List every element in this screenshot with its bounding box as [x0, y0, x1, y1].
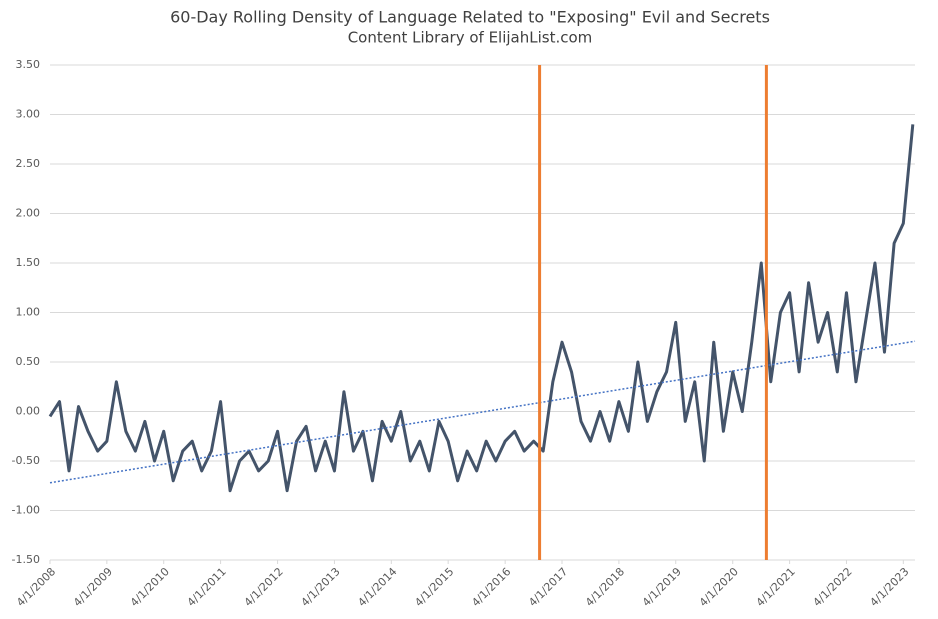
y-tick-label: 2.00 [16, 207, 41, 220]
x-tick-label: 4/1/2018 [583, 565, 627, 609]
x-tick-label: 4/1/2019 [640, 565, 684, 609]
y-tick-label: 2.50 [16, 157, 41, 170]
x-tick-label: 4/1/2009 [71, 565, 115, 609]
x-tick-label: 4/1/2023 [867, 565, 911, 609]
x-tick-label: 4/1/2016 [469, 565, 513, 609]
x-tick-label: 4/1/2011 [185, 565, 229, 609]
x-tick-label: 4/1/2010 [128, 565, 172, 609]
y-tick-label: 1.50 [16, 256, 41, 269]
y-tick-label: 3.00 [16, 108, 41, 121]
y-tick-label: -1.50 [12, 553, 40, 566]
y-tick-label: -1.00 [12, 504, 40, 517]
x-tick-label: 4/1/2017 [526, 565, 570, 609]
x-tick-label: 4/1/2012 [242, 565, 286, 609]
y-tick-label: 1.00 [16, 306, 41, 319]
y-tick-label: -0.50 [12, 454, 40, 467]
chart-title: 60-Day Rolling Density of Language Relat… [170, 8, 770, 27]
x-tick-label: 4/1/2015 [412, 565, 456, 609]
x-tick-label: 4/1/2014 [355, 565, 399, 609]
x-tick-label: 4/1/2022 [811, 565, 855, 609]
chart-subtitle: Content Library of ElijahList.com [348, 29, 593, 47]
y-tick-label: 0.50 [16, 355, 41, 368]
y-tick-label: 3.50 [16, 58, 41, 71]
x-tick-label: 4/1/2021 [754, 565, 798, 609]
x-tick-label: 4/1/2008 [14, 565, 58, 609]
data-line [48, 124, 915, 493]
x-tick-label: 4/1/2020 [697, 565, 741, 609]
y-tick-label: 0.00 [16, 405, 41, 418]
x-tick-label: 4/1/2013 [299, 565, 343, 609]
